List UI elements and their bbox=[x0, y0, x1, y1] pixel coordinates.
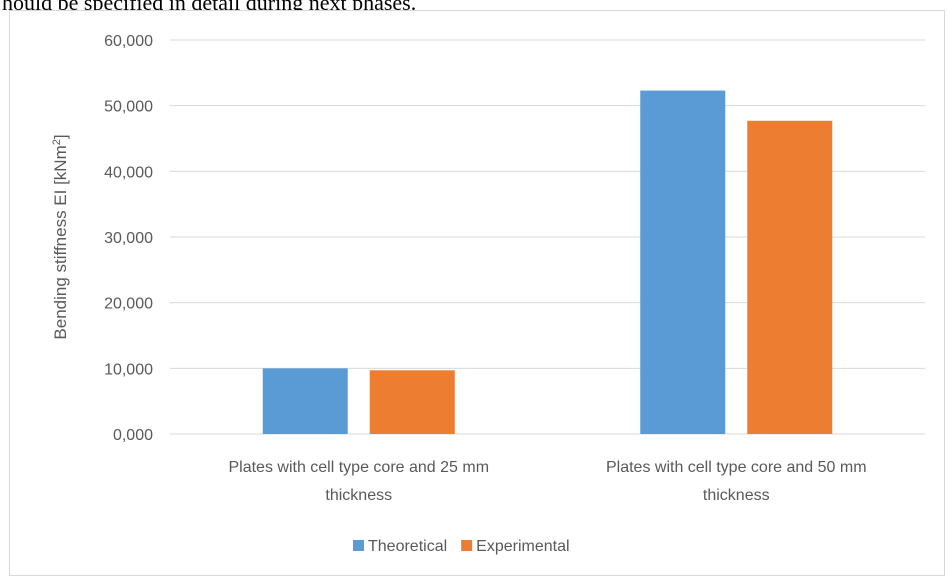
x-category-label: thickness bbox=[703, 487, 770, 504]
x-category-label: thickness bbox=[325, 487, 392, 504]
bar-experimental bbox=[369, 370, 455, 434]
y-tick-label: 50,000 bbox=[104, 99, 153, 116]
x-category-labels: Plates with cell type core and 25 mm thic… bbox=[228, 459, 866, 504]
x-category-label: Plates with cell type core and 50 mm bbox=[606, 459, 867, 476]
y-tick-label: 20,000 bbox=[104, 296, 153, 313]
bar-theoretical bbox=[262, 368, 348, 434]
y-axis-title: Bending stiffness EI [kNm2] bbox=[51, 134, 70, 339]
y-tick-label: 0,000 bbox=[113, 427, 153, 444]
bars bbox=[262, 90, 833, 435]
y-tick-label: 10,000 bbox=[104, 361, 153, 378]
x-category-label: Plates with cell type core and 25 mm bbox=[228, 459, 489, 476]
y-tick-label: 40,000 bbox=[104, 164, 153, 181]
y-tick-labels: 0,000 10,000 20,000 30,000 40,000 50,000 60,00… bbox=[104, 33, 153, 444]
legend-swatch bbox=[353, 540, 364, 551]
legend: Theoretical Experimental bbox=[353, 538, 570, 555]
legend-swatch bbox=[461, 540, 473, 551]
bar-experimental bbox=[747, 120, 833, 435]
bar-theoretical bbox=[640, 90, 726, 435]
legend-label: Experimental bbox=[476, 538, 569, 555]
y-tick-label: 30,000 bbox=[104, 230, 153, 247]
legend-label: Theoretical bbox=[368, 538, 447, 555]
y-tick-label: 60,000 bbox=[104, 33, 153, 50]
